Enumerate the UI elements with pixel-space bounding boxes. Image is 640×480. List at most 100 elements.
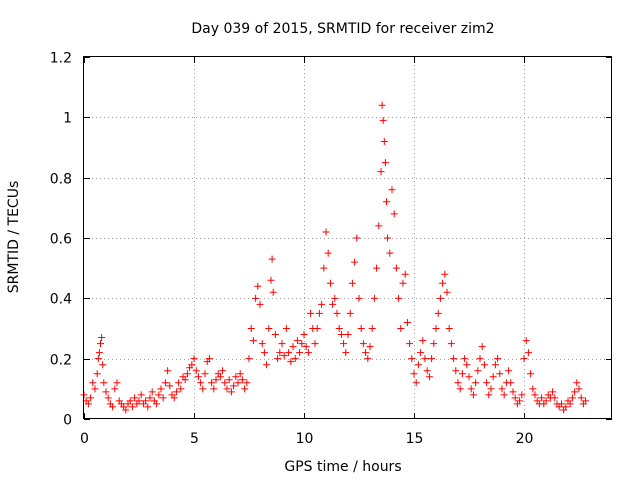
data-point bbox=[414, 361, 422, 369]
data-point bbox=[164, 367, 172, 375]
data-point bbox=[390, 210, 398, 218]
data-point bbox=[326, 279, 334, 287]
data-point bbox=[285, 349, 293, 357]
data-point bbox=[318, 300, 326, 308]
data-point bbox=[443, 288, 451, 296]
data-point bbox=[467, 385, 475, 393]
data-point bbox=[573, 379, 581, 387]
x-tick-label: 5 bbox=[190, 431, 199, 447]
data-point bbox=[577, 394, 585, 402]
data-point bbox=[566, 400, 574, 408]
data-point bbox=[199, 385, 207, 393]
data-point bbox=[216, 373, 224, 381]
y-tick-label: 0.8 bbox=[50, 172, 72, 188]
data-point bbox=[289, 343, 297, 351]
grid bbox=[84, 57, 612, 419]
data-point bbox=[122, 406, 130, 414]
data-point bbox=[307, 309, 315, 317]
data-point bbox=[102, 388, 110, 396]
data-point bbox=[509, 388, 517, 396]
data-point bbox=[313, 325, 321, 332]
data-point bbox=[146, 394, 154, 402]
data-point bbox=[260, 349, 268, 357]
data-point bbox=[296, 349, 304, 357]
data-point bbox=[445, 325, 453, 332]
data-point bbox=[386, 249, 394, 257]
data-point bbox=[298, 340, 306, 348]
data-point bbox=[399, 279, 407, 287]
data-point bbox=[397, 325, 405, 332]
data-point bbox=[507, 379, 515, 387]
data-point bbox=[355, 294, 363, 302]
data-point bbox=[403, 318, 411, 326]
data-point bbox=[522, 337, 530, 345]
data-point bbox=[94, 355, 102, 363]
chart-title: Day 039 of 2015, SRMTID for receiver zim… bbox=[191, 21, 494, 37]
data-point bbox=[254, 282, 262, 290]
data-point bbox=[113, 379, 121, 387]
data-point bbox=[93, 370, 101, 378]
data-point bbox=[293, 337, 301, 345]
data-point bbox=[131, 394, 139, 402]
data-point bbox=[287, 358, 295, 366]
data-point bbox=[243, 379, 251, 387]
data-point bbox=[469, 391, 477, 399]
y-tick-label: 0.6 bbox=[50, 232, 72, 248]
data-point bbox=[201, 370, 209, 378]
y-axis-label: SRMTID / TECUs bbox=[6, 181, 22, 294]
data-point bbox=[346, 309, 354, 317]
data-point bbox=[425, 373, 433, 381]
data-point bbox=[511, 394, 519, 402]
data-point bbox=[87, 394, 95, 402]
x-tick-label: 0 bbox=[80, 431, 89, 447]
data-point bbox=[181, 376, 189, 384]
data-point bbox=[342, 349, 350, 357]
data-point bbox=[311, 340, 319, 348]
data-point bbox=[84, 400, 92, 408]
data-point bbox=[439, 279, 447, 287]
data-point bbox=[324, 249, 332, 257]
data-point bbox=[441, 270, 449, 278]
data-point bbox=[159, 394, 167, 402]
data-point bbox=[531, 391, 539, 399]
data-points bbox=[80, 101, 590, 414]
data-point bbox=[551, 394, 559, 402]
data-point bbox=[142, 397, 150, 405]
data-point bbox=[208, 379, 216, 387]
data-point bbox=[144, 403, 152, 411]
data-point bbox=[380, 137, 388, 145]
x-tick-label: 15 bbox=[406, 431, 424, 447]
data-point bbox=[496, 370, 504, 378]
data-point bbox=[524, 349, 532, 357]
data-point bbox=[95, 349, 103, 357]
data-point bbox=[348, 279, 356, 287]
data-point bbox=[128, 403, 136, 411]
data-point bbox=[384, 234, 392, 242]
data-point bbox=[500, 391, 508, 399]
data-point bbox=[104, 394, 112, 402]
data-point bbox=[392, 264, 400, 272]
data-point bbox=[423, 367, 431, 375]
data-point bbox=[232, 373, 240, 381]
data-point bbox=[434, 309, 442, 317]
data-point bbox=[340, 340, 348, 348]
data-point bbox=[582, 397, 590, 405]
data-point bbox=[487, 385, 495, 393]
data-point bbox=[267, 276, 275, 284]
data-point bbox=[483, 379, 491, 387]
data-point bbox=[170, 394, 178, 402]
data-point bbox=[480, 361, 488, 369]
data-point bbox=[575, 385, 583, 393]
data-point bbox=[302, 343, 310, 351]
data-point bbox=[137, 391, 145, 399]
data-point bbox=[97, 340, 104, 348]
data-point bbox=[505, 367, 513, 375]
data-point bbox=[234, 379, 242, 387]
data-point bbox=[190, 355, 198, 363]
data-point bbox=[421, 355, 429, 363]
data-point bbox=[126, 397, 134, 405]
data-point bbox=[269, 288, 277, 296]
data-point bbox=[456, 385, 464, 393]
data-point bbox=[258, 340, 266, 348]
